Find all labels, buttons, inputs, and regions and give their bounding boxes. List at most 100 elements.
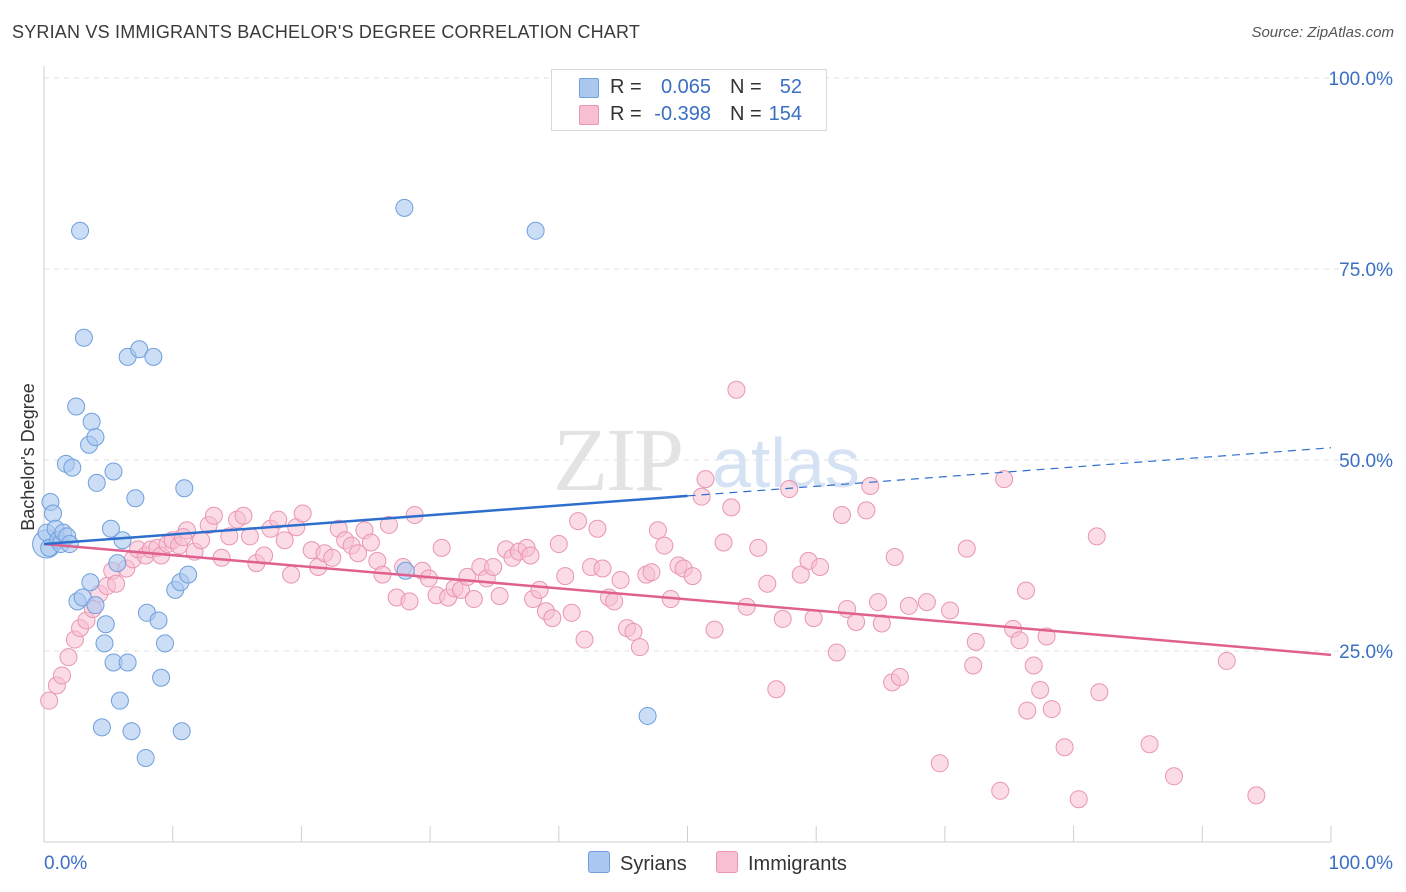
immigrants-point-129 bbox=[917, 593, 936, 612]
syrians-point-45 bbox=[122, 722, 141, 741]
syrians-point-16 bbox=[87, 473, 106, 492]
immigrants-point-91 bbox=[624, 622, 643, 641]
syrians-point-39 bbox=[95, 634, 114, 653]
immigrants-point-149 bbox=[1140, 735, 1159, 754]
immigrants-point-127 bbox=[890, 667, 909, 686]
immigrants-point-143 bbox=[1037, 627, 1056, 646]
syrians-legend-swatch bbox=[588, 851, 610, 873]
syrians-point-27 bbox=[108, 554, 127, 573]
syrians-point-3 bbox=[44, 504, 63, 523]
y-tick-label-2: 75.0% bbox=[1339, 260, 1393, 281]
immigrants-point-55 bbox=[400, 592, 419, 611]
immigrants-point-150 bbox=[1164, 767, 1183, 786]
immigrants-point-103 bbox=[705, 620, 724, 639]
syrians-point-25 bbox=[101, 519, 120, 538]
immigrants-point-139 bbox=[1016, 581, 1035, 600]
syrians-trend-extension bbox=[687, 447, 1332, 497]
immigrants-point-47 bbox=[349, 544, 368, 563]
y-tick-label-0: 25.0% bbox=[1339, 642, 1393, 663]
syrians-n-value: 52 bbox=[779, 76, 802, 98]
syrians-point-46 bbox=[172, 722, 191, 741]
immigrants-point-37 bbox=[282, 565, 301, 584]
immigrants-point-116 bbox=[811, 557, 830, 576]
syrians-n-label: N = bbox=[730, 76, 762, 98]
immigrants-point-79 bbox=[549, 535, 568, 554]
immigrants-point-106 bbox=[727, 380, 746, 399]
immigrants-point-92 bbox=[630, 638, 649, 657]
syrians-legend-label: Syrians bbox=[620, 853, 687, 875]
chart-title: SYRIAN VS IMMIGRANTS BACHELOR'S DEGREE C… bbox=[12, 22, 641, 42]
immigrants-point-95 bbox=[648, 521, 667, 540]
immigrants-point-136 bbox=[995, 470, 1014, 489]
syrians-point-23 bbox=[126, 489, 145, 508]
syrians-point-42 bbox=[152, 668, 171, 687]
immigrants-point-109 bbox=[758, 574, 777, 593]
immigrants-points bbox=[40, 380, 1266, 809]
syrians-point-47 bbox=[136, 748, 155, 767]
axes bbox=[43, 66, 1332, 843]
immigrants-point-96 bbox=[655, 536, 674, 555]
immigrants-point-107 bbox=[737, 597, 756, 616]
immigrants-point-144 bbox=[1042, 700, 1061, 719]
syrians-point-21 bbox=[130, 340, 149, 359]
immigrants-point-36 bbox=[275, 531, 294, 550]
syrians-point-22 bbox=[144, 347, 163, 366]
y-tick-label-1: 50.0% bbox=[1339, 451, 1393, 472]
immigrants-point-100 bbox=[683, 567, 702, 586]
immigrants-point-147 bbox=[1087, 527, 1106, 546]
y-tick-label-3: 100.0% bbox=[1329, 69, 1394, 90]
immigrants-point-141 bbox=[1024, 656, 1043, 675]
syrians-point-19 bbox=[74, 328, 93, 347]
grid-lines bbox=[44, 77, 1392, 652]
trend-lines bbox=[43, 447, 1332, 657]
syrians-trend-line bbox=[43, 494, 688, 546]
immigrants-point-80 bbox=[556, 567, 575, 586]
immigrants-point-110 bbox=[767, 680, 786, 699]
immigrants-point-115 bbox=[804, 609, 823, 628]
syrians-point-15 bbox=[86, 428, 105, 447]
legend-row-syrians: R = 0.065 N = 52 bbox=[552, 74, 826, 101]
immigrants-point-151 bbox=[1217, 651, 1236, 670]
immigrants-point-35 bbox=[269, 510, 288, 529]
immigrants-n-label: N = bbox=[730, 103, 762, 125]
immigrants-point-69 bbox=[490, 586, 509, 605]
syrians-point-51 bbox=[638, 706, 657, 725]
immigrants-point-28 bbox=[220, 527, 239, 546]
correlation-legend: R = 0.065 N = 52 R = -0.398 N = 154 bbox=[551, 69, 827, 131]
immigrants-point-88 bbox=[605, 592, 624, 611]
syrians-r-value: 0.065 bbox=[660, 76, 711, 98]
immigrants-point-30 bbox=[234, 506, 253, 525]
syrians-point-14 bbox=[82, 412, 101, 431]
immigrants-point-52 bbox=[379, 515, 398, 534]
immigrants-point-24 bbox=[192, 531, 211, 550]
immigrants-point-121 bbox=[857, 501, 876, 520]
immigrants-point-3 bbox=[59, 648, 78, 667]
immigrants-point-60 bbox=[432, 538, 451, 557]
immigrants-point-102 bbox=[696, 470, 715, 489]
syrians-points bbox=[32, 198, 657, 767]
immigrants-point-138 bbox=[1010, 631, 1029, 650]
immigrants-point-11 bbox=[107, 574, 126, 593]
immigrants-point-123 bbox=[868, 593, 887, 612]
immigrants-point-148 bbox=[1090, 683, 1109, 702]
immigrants-point-74 bbox=[521, 546, 540, 565]
immigrants-point-94 bbox=[642, 563, 661, 582]
immigrants-point-83 bbox=[575, 630, 594, 649]
immigrants-point-120 bbox=[847, 612, 866, 631]
legend-row-immigrants: R = -0.398 N = 154 bbox=[552, 101, 826, 128]
syrians-point-41 bbox=[118, 653, 137, 672]
immigrants-point-130 bbox=[930, 754, 949, 773]
immigrants-point-117 bbox=[827, 643, 846, 662]
immigrants-point-112 bbox=[780, 480, 799, 499]
immigrants-point-152 bbox=[1247, 786, 1266, 805]
immigrants-point-86 bbox=[593, 559, 612, 578]
syrians-point-18 bbox=[71, 221, 90, 240]
immigrants-n-value: 154 bbox=[768, 103, 802, 125]
syrians-point-10 bbox=[67, 397, 86, 416]
immigrants-point-76 bbox=[530, 580, 549, 599]
immigrants-trend-line bbox=[43, 542, 1332, 657]
immigrants-r-value: -0.398 bbox=[654, 103, 711, 125]
immigrants-point-2 bbox=[53, 666, 72, 685]
legend-item-immigrants: Immigrants bbox=[716, 851, 847, 876]
